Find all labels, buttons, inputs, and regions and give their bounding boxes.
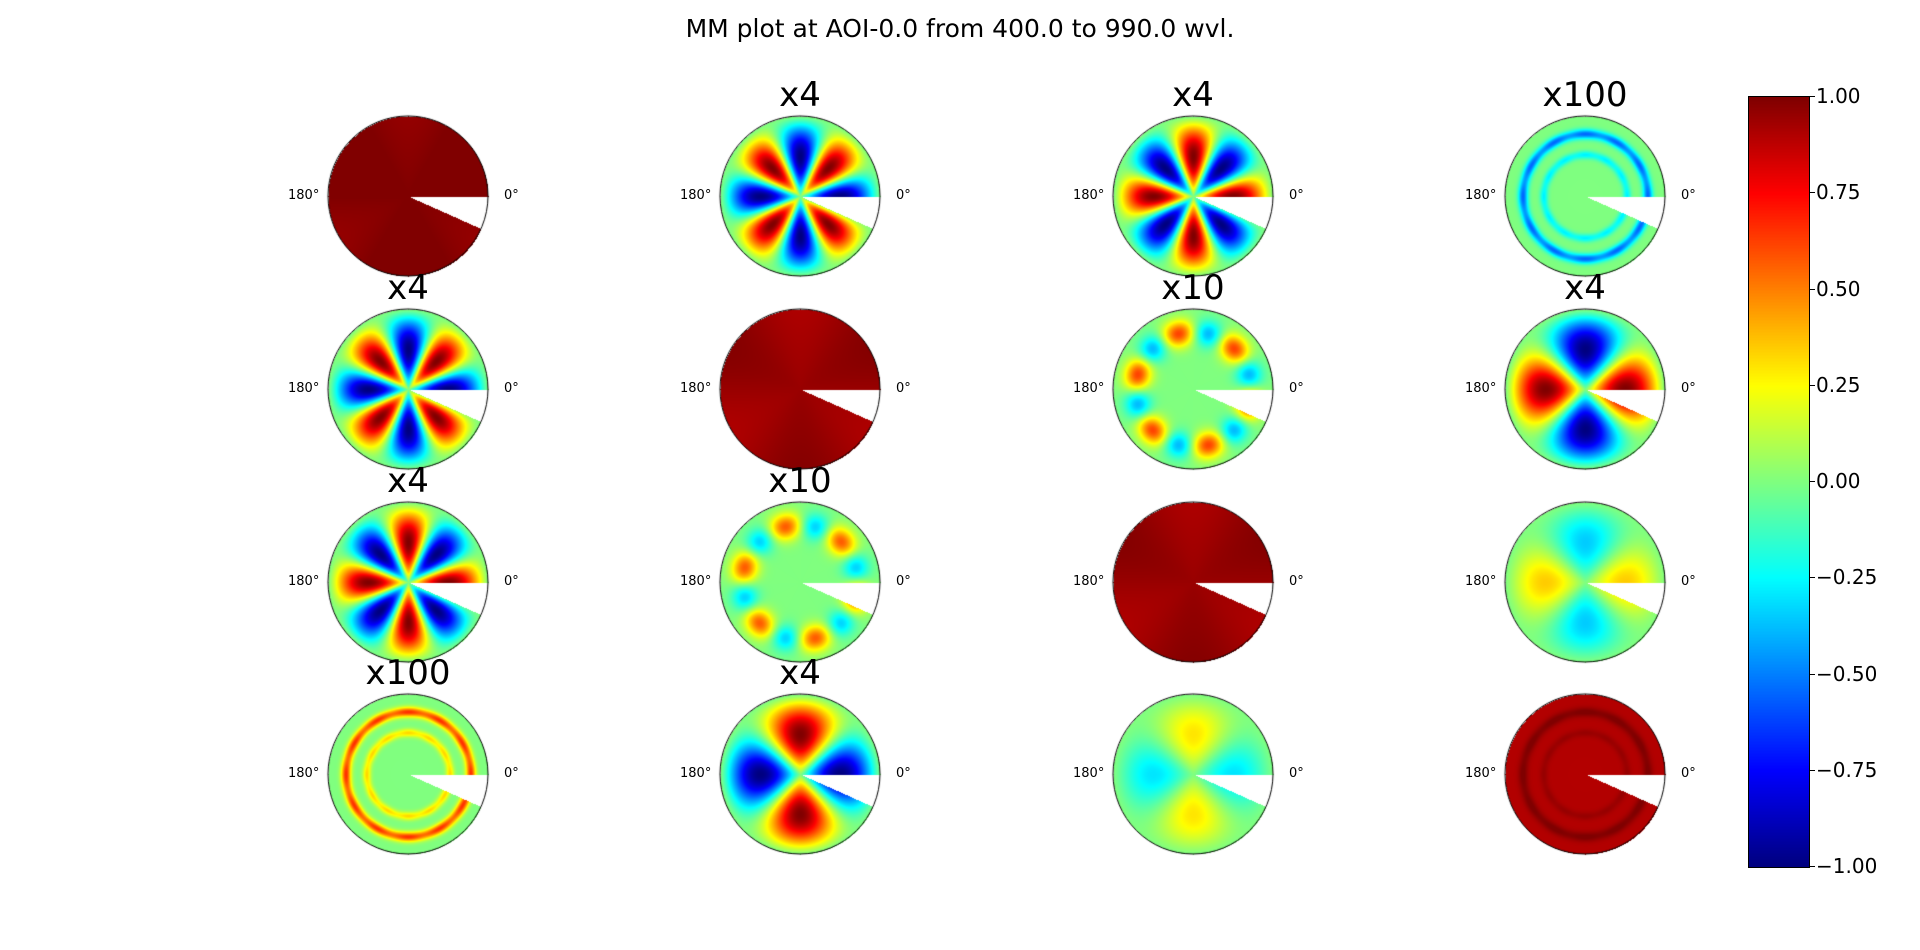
colorbar-tick-label: 0.75 (1816, 180, 1861, 205)
angle-label-0: 0° (504, 188, 519, 203)
colorbar-tick-mark (1809, 384, 1815, 386)
polar-heatmap (718, 500, 882, 664)
polar-panel: x4 180° 0° (675, 78, 925, 291)
angle-label-0: 0° (896, 381, 911, 396)
angle-label-0: 0° (896, 574, 911, 589)
polar-panel: x4 180° 0° (1460, 271, 1710, 484)
angle-label-0: 0° (1681, 766, 1696, 781)
colorbar (1748, 96, 1810, 868)
polar-panel: x4 180° 0° (1068, 78, 1318, 291)
panel-scale-label: x100 (365, 653, 451, 693)
colorbar-tick-mark (1809, 769, 1815, 771)
polar-panel: 180° 0° (1068, 679, 1318, 869)
colorbar-tick-mark (1809, 288, 1815, 290)
colorbar-tick-label: 1.00 (1816, 84, 1861, 108)
polar-panel: x10 180° 0° (1068, 271, 1318, 484)
angle-label-0: 0° (1289, 574, 1304, 589)
polar-panel: 180° 0° (675, 294, 925, 484)
panel-scale-label: x4 (387, 461, 429, 501)
angle-label-180: 180° (680, 766, 712, 781)
panel-scale-label: x4 (1172, 75, 1214, 115)
angle-label-180: 180° (1073, 381, 1105, 396)
polar-heatmap (326, 500, 490, 664)
polar-heatmap (326, 307, 490, 471)
angle-label-180: 180° (1073, 188, 1105, 203)
angle-label-180: 180° (1465, 574, 1497, 589)
colorbar-tick-label: 0.00 (1816, 469, 1861, 493)
colorbar-tick-label: −1.00 (1816, 854, 1878, 878)
angle-label-180: 180° (680, 381, 712, 396)
colorbar-tick-label: −0.25 (1816, 565, 1878, 590)
colorbar-tick-mark (1809, 481, 1815, 482)
polar-panel: x4 180° 0° (675, 656, 925, 869)
panel-scale-label: x4 (387, 268, 429, 308)
panel-scale-label: x4 (1564, 268, 1606, 308)
colorbar-tick-mark (1809, 96, 1815, 97)
polar-panel: 180° 0° (1460, 487, 1710, 677)
polar-heatmap (1111, 307, 1275, 471)
panel-scale-label: x10 (768, 461, 832, 501)
panel-scale-label: x100 (1542, 75, 1628, 115)
angle-label-0: 0° (504, 381, 519, 396)
angle-label-180: 180° (1073, 766, 1105, 781)
figure-title: MM plot at AOI-0.0 from 400.0 to 990.0 w… (685, 14, 1235, 43)
angle-label-0: 0° (896, 766, 911, 781)
polar-panel: x100 180° 0° (283, 656, 533, 869)
polar-heatmap (1111, 500, 1275, 664)
polar-panel: x10 180° 0° (675, 464, 925, 677)
angle-label-0: 0° (504, 574, 519, 589)
polar-panel: 180° 0° (283, 101, 533, 291)
angle-label-0: 0° (896, 188, 911, 203)
angle-label-180: 180° (680, 574, 712, 589)
angle-label-0: 0° (1289, 381, 1304, 396)
angle-label-180: 180° (1465, 188, 1497, 203)
angle-label-180: 180° (288, 188, 320, 203)
polar-heatmap (1503, 692, 1667, 856)
colorbar-tick-mark (1809, 673, 1815, 675)
polar-heatmap (326, 692, 490, 856)
colorbar-tick-label: −0.75 (1816, 757, 1878, 782)
angle-label-180: 180° (288, 381, 320, 396)
angle-label-180: 180° (1465, 381, 1497, 396)
angle-label-0: 0° (1681, 574, 1696, 589)
colorbar-tick-label: 0.25 (1816, 372, 1861, 397)
polar-panel: 180° 0° (1068, 487, 1318, 677)
angle-label-180: 180° (1073, 574, 1105, 589)
polar-heatmap (1111, 114, 1275, 278)
angle-label-0: 0° (1289, 188, 1304, 203)
colorbar-tick-mark (1809, 577, 1815, 579)
angle-label-0: 0° (504, 766, 519, 781)
polar-heatmap (1503, 307, 1667, 471)
panel-scale-label: x4 (779, 75, 821, 115)
polar-heatmap (1111, 692, 1275, 856)
angle-label-0: 0° (1681, 188, 1696, 203)
angle-label-0: 0° (1681, 381, 1696, 396)
colorbar-tick-label: −0.50 (1816, 661, 1878, 686)
angle-label-180: 180° (288, 766, 320, 781)
polar-heatmap (1503, 500, 1667, 664)
panel-scale-label: x4 (779, 653, 821, 693)
angle-label-0: 0° (1289, 766, 1304, 781)
polar-panel: 180° 0° (1460, 679, 1710, 869)
colorbar-tick-mark (1809, 866, 1815, 867)
angle-label-180: 180° (288, 574, 320, 589)
polar-heatmap (326, 114, 490, 278)
polar-heatmap (718, 307, 882, 471)
angle-label-180: 180° (680, 188, 712, 203)
panel-scale-label: x10 (1161, 268, 1225, 308)
polar-heatmap (1503, 114, 1667, 278)
colorbar-tick-label: 0.50 (1816, 276, 1861, 301)
angle-label-180: 180° (1465, 766, 1497, 781)
colorbar-tick-mark (1809, 192, 1815, 194)
polar-panel: x100 180° 0° (1460, 78, 1710, 291)
polar-heatmap (718, 114, 882, 278)
polar-panel: x4 180° 0° (283, 271, 533, 484)
polar-panel: x4 180° 0° (283, 464, 533, 677)
polar-heatmap (718, 692, 882, 856)
